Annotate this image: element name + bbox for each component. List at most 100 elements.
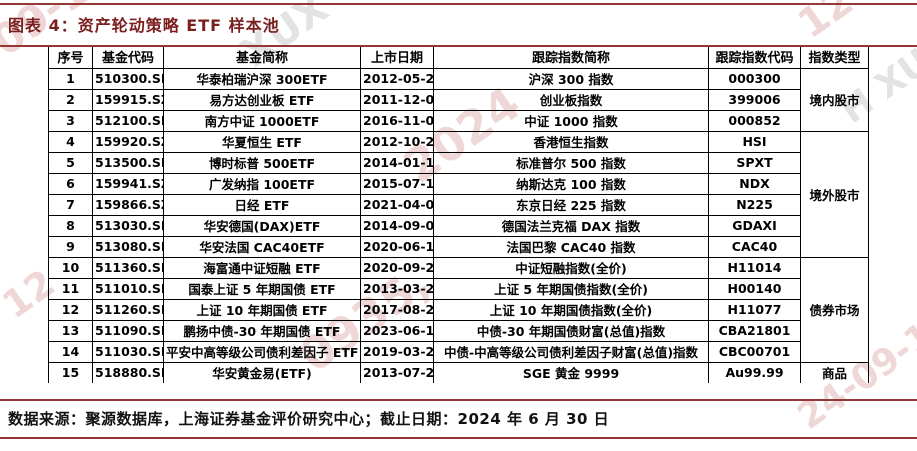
etf-table-container: 序号 基金代码 基金简称 上市日期 跟踪指数简称 跟踪指数代码 指数类型 1 51…	[48, 45, 869, 383]
header-row-number: 序号	[48, 45, 93, 69]
fund-name-cell: 易方达创业板 ETF	[163, 88, 361, 111]
listing-date-cell: 2016-11-04	[360, 109, 434, 132]
fund-code-cell: 159941.SZ	[92, 172, 164, 195]
index-code-cell: HSI	[708, 130, 801, 153]
fund-code-cell: 511090.SH	[92, 319, 164, 342]
fund-name-cell: 华夏恒生 ETF	[163, 130, 361, 153]
header-index-type: 指数类型	[800, 45, 869, 69]
index-code-cell: 000300	[708, 67, 801, 90]
listing-date-cell: 2021-04-08	[360, 193, 434, 216]
fund-code-cell: 511360.SH	[92, 256, 164, 279]
fund-name-cell: 海富通中证短融 ETF	[163, 256, 361, 279]
row-number-cell: 1	[48, 67, 93, 90]
fund-code-cell: 511010.SH	[92, 277, 164, 300]
fund-name-cell: 广发纳指 100ETF	[163, 172, 361, 195]
row-number-cell: 6	[48, 172, 93, 195]
index-name-cell: 纳斯达克 100 指数	[433, 172, 709, 195]
listing-date-cell: 2012-05-28	[360, 67, 434, 90]
index-code-cell: Au99.99	[708, 361, 801, 383]
listing-date-cell: 2014-01-15	[360, 151, 434, 174]
table-bottom-rule	[0, 399, 917, 401]
index-code-cell: 000852	[708, 109, 801, 132]
listing-date-cell: 2019-03-22	[360, 340, 434, 363]
listing-date-cell: 2012-10-22	[360, 130, 434, 153]
index-code-cell: H11077	[708, 298, 801, 321]
index-name-cell: 中证 1000 指数	[433, 109, 709, 132]
row-number-cell: 7	[48, 193, 93, 216]
fund-name-cell: 日经 ETF	[163, 193, 361, 216]
fund-name-cell: 华安法国 CAC40ETF	[163, 235, 361, 258]
fund-code-cell: 512100.SH	[92, 109, 164, 132]
index-code-cell: 399006	[708, 88, 801, 111]
listing-date-cell: 2011-12-09	[360, 88, 434, 111]
fund-name-cell: 华安德国(DAX)ETF	[163, 214, 361, 237]
row-number-cell: 12	[48, 298, 93, 321]
data-source-note: 数据来源：聚源数据库，上海证券基金评价研究中心；截止日期：2024 年 6 月 …	[8, 410, 610, 428]
bottom-rule	[0, 437, 917, 439]
index-name-cell: 德国法兰克福 DAX 指数	[433, 214, 709, 237]
listing-date-cell: 2014-09-05	[360, 214, 434, 237]
row-number-cell: 5	[48, 151, 93, 174]
index-name-cell: 中债-中高等级公司债利差因子财富(总值)指数	[433, 340, 709, 363]
fund-code-cell: 518880.SH	[92, 361, 164, 383]
index-name-cell: 中债-30 年期国债财富(总值)指数	[433, 319, 709, 342]
fund-code-cell: 159915.SZ	[92, 88, 164, 111]
index-type-cell: 商品	[800, 361, 869, 383]
listing-date-cell: 2020-09-25	[360, 256, 434, 279]
listing-date-cell: 2015-07-13	[360, 172, 434, 195]
index-type-cell: 债券市场	[800, 256, 869, 363]
row-number-cell: 14	[48, 340, 93, 363]
listing-date-cell: 2023-06-13	[360, 319, 434, 342]
index-code-cell: CBA21801	[708, 319, 801, 342]
fund-code-cell: 513500.SH	[92, 151, 164, 174]
title-table-rule	[0, 45, 917, 47]
index-code-cell: N225	[708, 193, 801, 216]
index-code-cell: H11014	[708, 256, 801, 279]
fund-code-cell: 511030.SH	[92, 340, 164, 363]
watermark-text: 12	[789, 0, 862, 48]
row-number-cell: 4	[48, 130, 93, 153]
fund-name-cell: 华安黄金易(ETF)	[163, 361, 361, 383]
fund-name-cell: 国泰上证 5 年期国债 ETF	[163, 277, 361, 300]
fund-name-cell: 博时标普 500ETF	[163, 151, 361, 174]
index-name-cell: 香港恒生指数	[433, 130, 709, 153]
index-code-cell: GDAXI	[708, 214, 801, 237]
fund-name-cell: 华泰柏瑞沪深 300ETF	[163, 67, 361, 90]
listing-date-cell: 2020-06-12	[360, 235, 434, 258]
etf-sample-pool-table: 序号 基金代码 基金简称 上市日期 跟踪指数简称 跟踪指数代码 指数类型 1 51…	[48, 45, 869, 383]
index-type-cell: 境内股市	[800, 67, 869, 132]
fund-name-cell: 平安中高等级公司债利差因子 ETF	[163, 340, 361, 363]
index-name-cell: SGE 黄金 9999	[433, 361, 709, 383]
header-fund-code: 基金代码	[92, 45, 164, 69]
index-code-cell: CBC00701	[708, 340, 801, 363]
index-code-cell: H00140	[708, 277, 801, 300]
row-number-cell: 3	[48, 109, 93, 132]
index-code-cell: SPXT	[708, 151, 801, 174]
index-name-cell: 创业板指数	[433, 88, 709, 111]
index-name-cell: 标准普尔 500 指数	[433, 151, 709, 174]
row-number-cell: 13	[48, 319, 93, 342]
fund-code-cell: 513080.SH	[92, 235, 164, 258]
index-name-cell: 中证短融指数(全价)	[433, 256, 709, 279]
fund-code-cell: 511260.SH	[92, 298, 164, 321]
index-name-cell: 上证 10 年期国债指数(全价)	[433, 298, 709, 321]
figure-title: 图表 4：资产轮动策略 ETF 样本池	[8, 16, 280, 35]
header-index-code: 跟踪指数代码	[708, 45, 801, 69]
fund-code-cell: 513030.SH	[92, 214, 164, 237]
index-type-cell: 境外股市	[800, 130, 869, 258]
index-code-cell: CAC40	[708, 235, 801, 258]
fund-name-cell: 南方中证 1000ETF	[163, 109, 361, 132]
listing-date-cell: 2017-08-24	[360, 298, 434, 321]
